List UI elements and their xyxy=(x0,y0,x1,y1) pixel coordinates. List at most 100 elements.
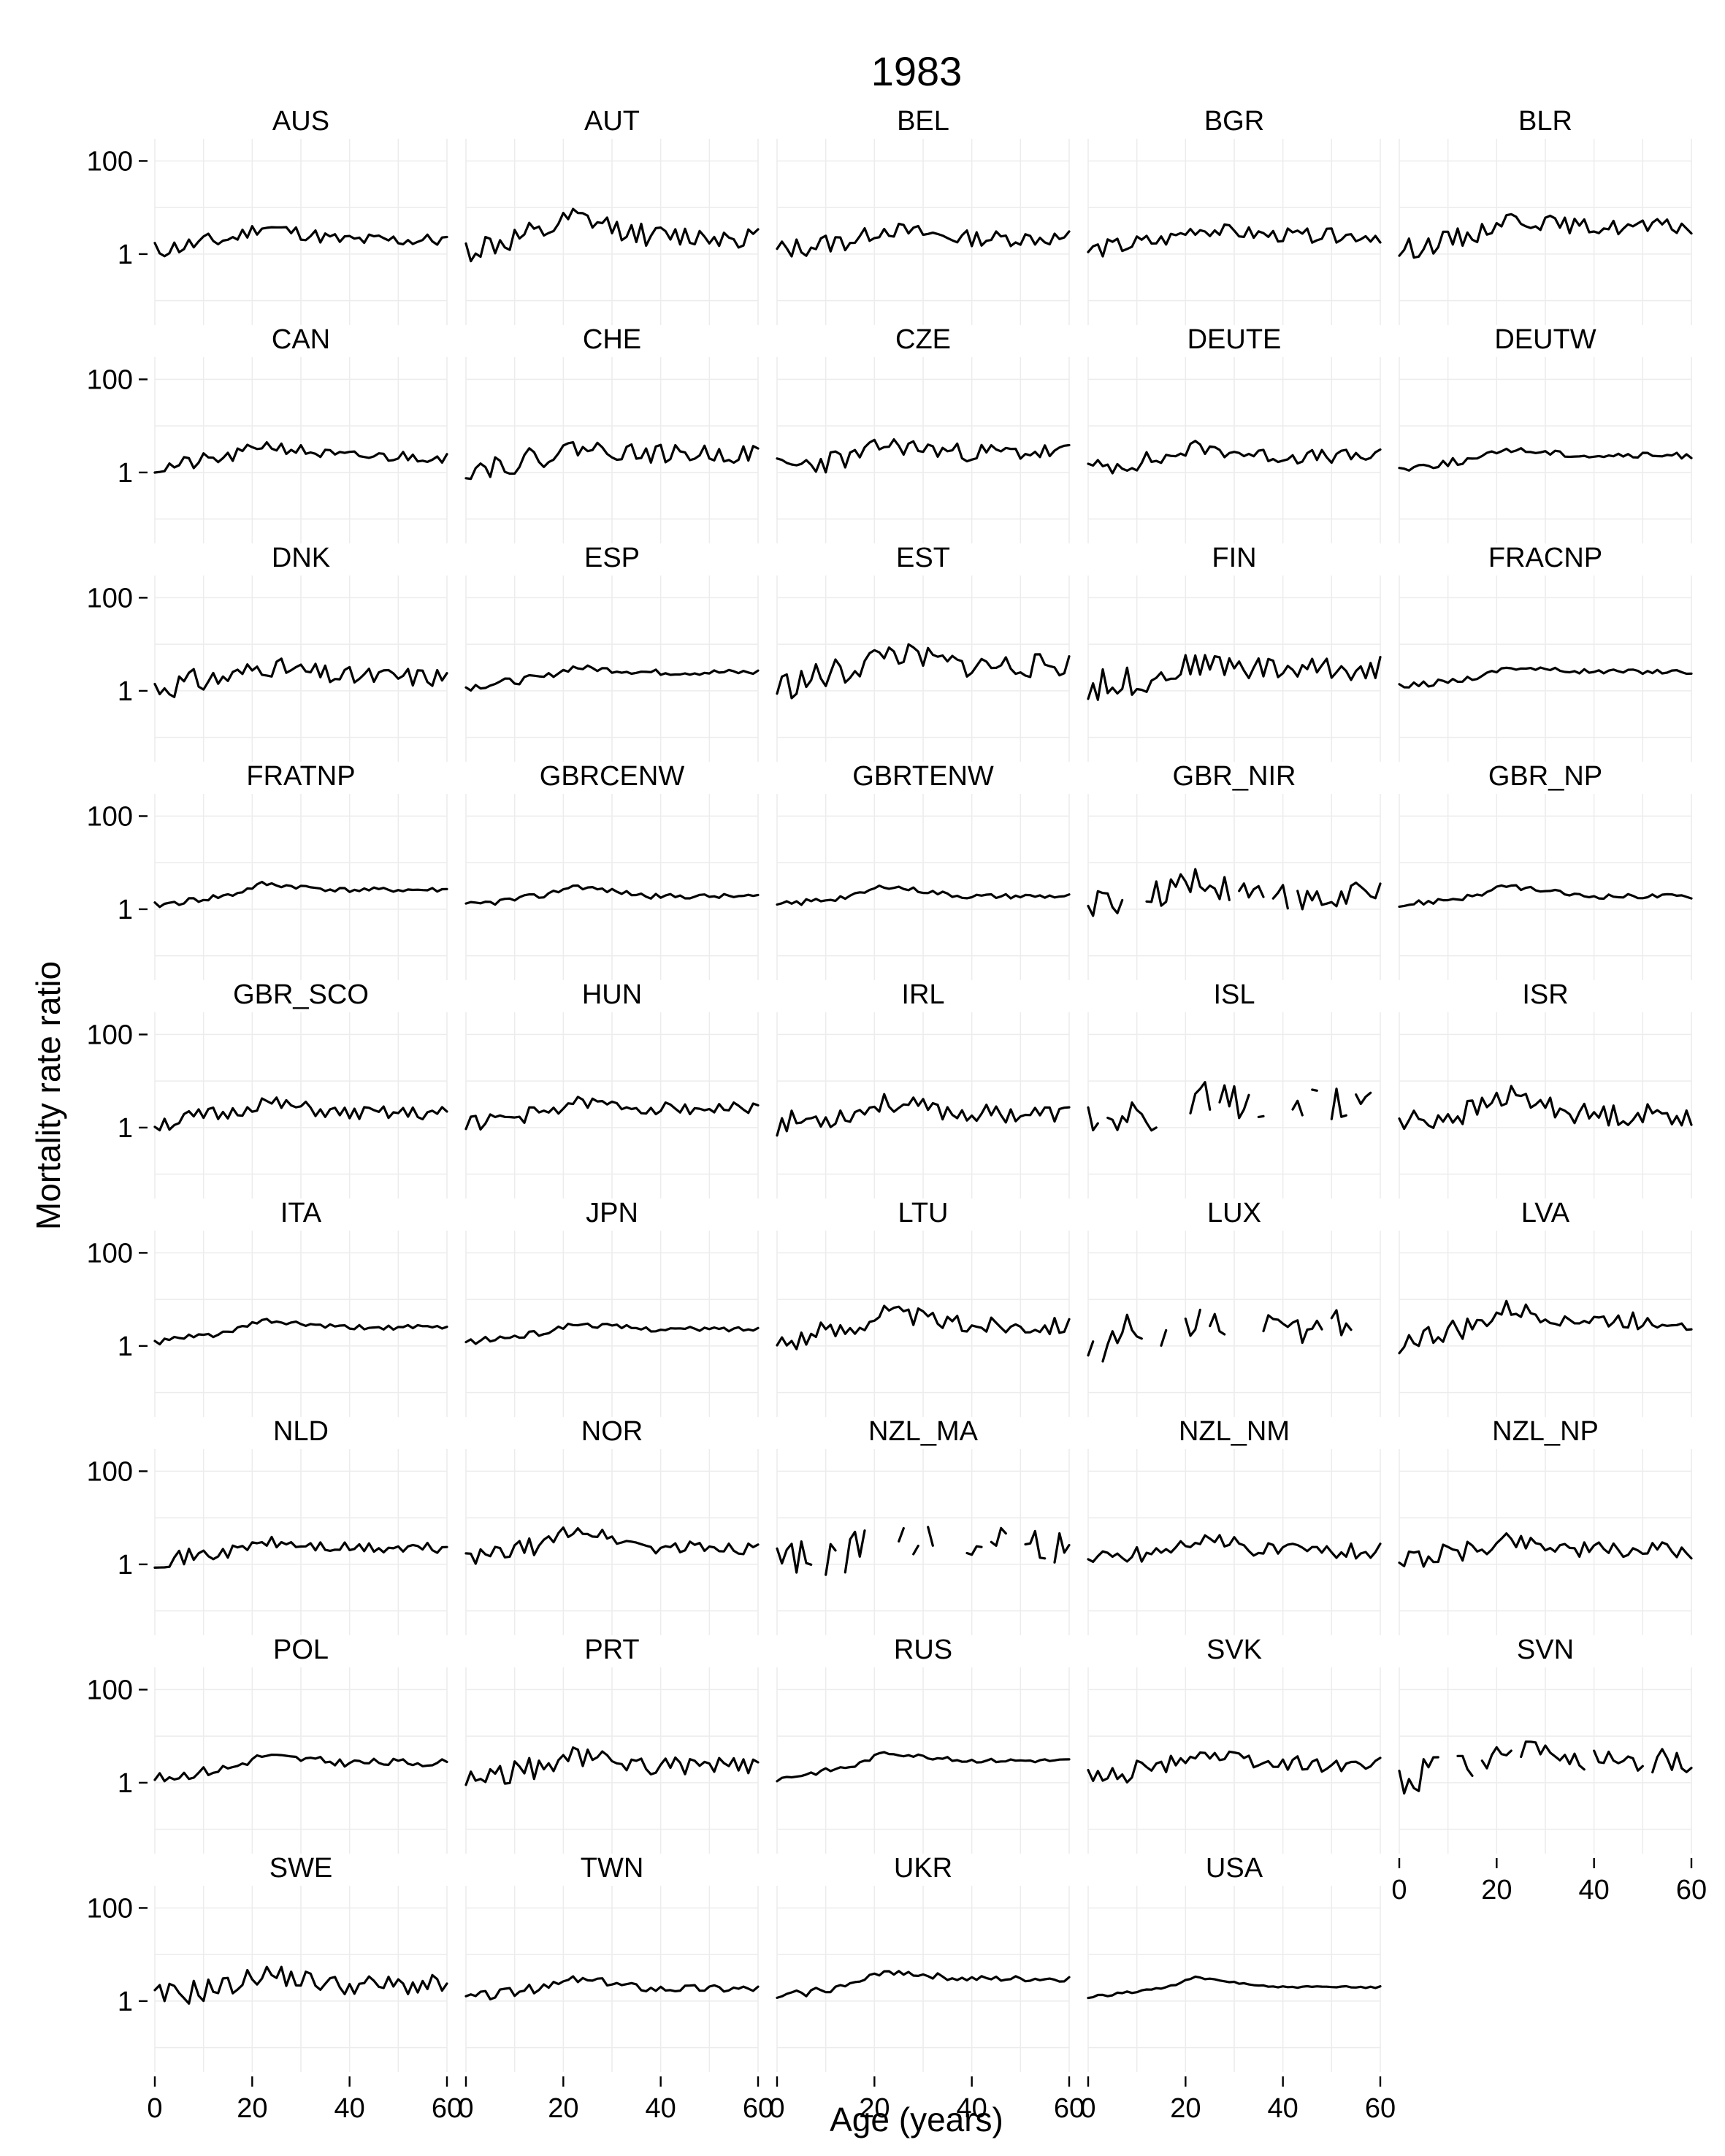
panel-label: ITA xyxy=(280,1198,322,1228)
panel-gbr-nir: GBR_NIR xyxy=(1088,761,1380,980)
panel-label: LVA xyxy=(1521,1198,1570,1228)
y-tick-label: 1 xyxy=(118,1768,133,1799)
chart-title: 1983 xyxy=(871,48,963,94)
panel-label: BEL xyxy=(897,106,949,137)
panel-label: EST xyxy=(896,543,950,573)
panel-label: GBR_SCO xyxy=(233,979,369,1010)
panel-label: FRACNP xyxy=(1488,543,1602,573)
y-tick-label: 1 xyxy=(118,240,133,270)
y-tick-label: 1 xyxy=(118,895,133,925)
panel-nzl-nm: NZL_NM xyxy=(1088,1416,1380,1635)
panel-label: IRL xyxy=(901,979,944,1010)
panel-label: GBR_NIR xyxy=(1173,761,1296,792)
x-tick-label: 0 xyxy=(458,2093,473,2124)
panel-label: NOR xyxy=(581,1416,643,1447)
panel-aus: AUS 1 100 xyxy=(87,106,447,325)
panel-deutw: DEUTW xyxy=(1399,324,1691,543)
panel-bgr: BGR xyxy=(1088,106,1380,325)
y-tick-label: 100 xyxy=(87,1893,133,1924)
y-tick-label: 100 xyxy=(87,1456,133,1487)
panel-lva: LVA xyxy=(1399,1198,1691,1417)
panel-label: DEUTW xyxy=(1494,324,1596,355)
panel-ukr: UKR 0 20 40 60 xyxy=(769,1853,1085,2124)
y-tick-label: 100 xyxy=(87,583,133,613)
panel-label: ESP xyxy=(584,543,640,573)
x-tick-label: 0 xyxy=(769,2093,784,2124)
panel-swe: SWE11000 20 40 60 xyxy=(87,1853,463,2124)
panel-rus: RUS xyxy=(777,1635,1069,1854)
panel-label: FIN xyxy=(1212,543,1256,573)
panel-aut: AUT xyxy=(466,106,758,325)
panel-label: BLR xyxy=(1518,106,1572,137)
panel-prt: PRT xyxy=(466,1635,758,1854)
series-line xyxy=(1088,1310,1351,1361)
y-tick-label: 1 xyxy=(118,1113,133,1144)
y-tick-label: 100 xyxy=(87,1238,133,1269)
panel-gbr-np: GBR_NP xyxy=(1399,761,1691,980)
x-tick-label: 60 xyxy=(1676,1875,1707,1905)
panel-twn: TWN 0 20 40 60 xyxy=(458,1853,773,2124)
panel-svn: SVN 0 20 40 60 xyxy=(1391,1635,1707,1905)
panel-label: SVK xyxy=(1206,1635,1262,1665)
panel-bel: BEL xyxy=(777,106,1069,325)
panel-esp: ESP xyxy=(466,543,758,762)
panel-isl: ISL xyxy=(1088,979,1380,1199)
panel-label: LUX xyxy=(1207,1198,1261,1228)
panel-fratnp: FRATNP1100 xyxy=(87,761,447,980)
x-tick-label: 20 xyxy=(548,2093,578,2124)
panel-svk: SVK xyxy=(1088,1635,1380,1854)
x-tick-label: 40 xyxy=(1268,2093,1298,2124)
x-tick-label: 40 xyxy=(334,2093,365,2124)
panel-label: GBR_NP xyxy=(1488,761,1602,792)
panel-gbrtenw: GBRTENW xyxy=(777,761,1069,980)
y-tick-label: 1 xyxy=(118,1987,133,2017)
panel-label: SWE xyxy=(269,1853,333,1884)
y-tick-label: 1 xyxy=(118,676,133,707)
y-tick-label: 100 xyxy=(87,364,133,395)
panel-nzl-ma: NZL_MA xyxy=(777,1416,1069,1635)
panel-label: ISR xyxy=(1522,979,1568,1010)
panel-label: SVN xyxy=(1517,1635,1574,1665)
x-tick-label: 0 xyxy=(1391,1875,1407,1905)
y-tick-label: 1 xyxy=(118,458,133,489)
x-tick-label: 40 xyxy=(1579,1875,1610,1905)
panel-label: CHE xyxy=(583,324,641,355)
panel-label: NLD xyxy=(273,1416,329,1447)
panel-ltu: LTU xyxy=(777,1198,1069,1417)
panel-label: FRATNP xyxy=(246,761,355,792)
x-tick-label: 0 xyxy=(147,2093,162,2124)
panel-label: POL xyxy=(273,1635,329,1665)
x-tick-label: 40 xyxy=(957,2093,987,2124)
panel-label: NZL_NM xyxy=(1179,1416,1290,1447)
panel-label: JPN xyxy=(586,1198,638,1228)
panel-can: CAN 1 100 xyxy=(87,324,447,543)
panel-gbr-sco: GBR_SCO1100 xyxy=(87,979,447,1199)
y-axis-title: Mortality rate ratio xyxy=(29,961,67,1230)
panel-isr: ISR xyxy=(1399,979,1691,1199)
panel-nor: NOR xyxy=(466,1416,758,1635)
x-tick-label: 20 xyxy=(1170,2093,1201,2124)
panel-label: LTU xyxy=(898,1198,949,1228)
panel-label: CAN xyxy=(272,324,330,355)
panel-label: HUN xyxy=(582,979,642,1010)
panel-irl: IRL xyxy=(777,979,1069,1199)
panel-usa: USA0 20 40 60 xyxy=(1080,1853,1396,2124)
panel-label: GBRCENW xyxy=(540,761,685,792)
panel-gbrcenw: GBRCENW xyxy=(466,761,758,980)
panel-label: USA xyxy=(1206,1853,1263,1884)
panel-label: ISL xyxy=(1213,979,1255,1010)
panel-est: EST xyxy=(777,543,1069,762)
panel-label: AUS xyxy=(272,106,329,137)
x-tick-label: 20 xyxy=(859,2093,890,2124)
panel-che: CHE xyxy=(466,324,758,543)
x-tick-label: 20 xyxy=(237,2093,267,2124)
panel-blr: BLR xyxy=(1399,106,1691,325)
x-tick-label: 60 xyxy=(1365,2093,1396,2124)
panel-fin: FIN xyxy=(1088,543,1380,762)
y-tick-label: 1 xyxy=(118,1550,133,1580)
panel-label: CZE xyxy=(895,324,951,355)
panel-deute: DEUTE xyxy=(1088,324,1380,543)
panel-label: PRT xyxy=(584,1635,639,1665)
